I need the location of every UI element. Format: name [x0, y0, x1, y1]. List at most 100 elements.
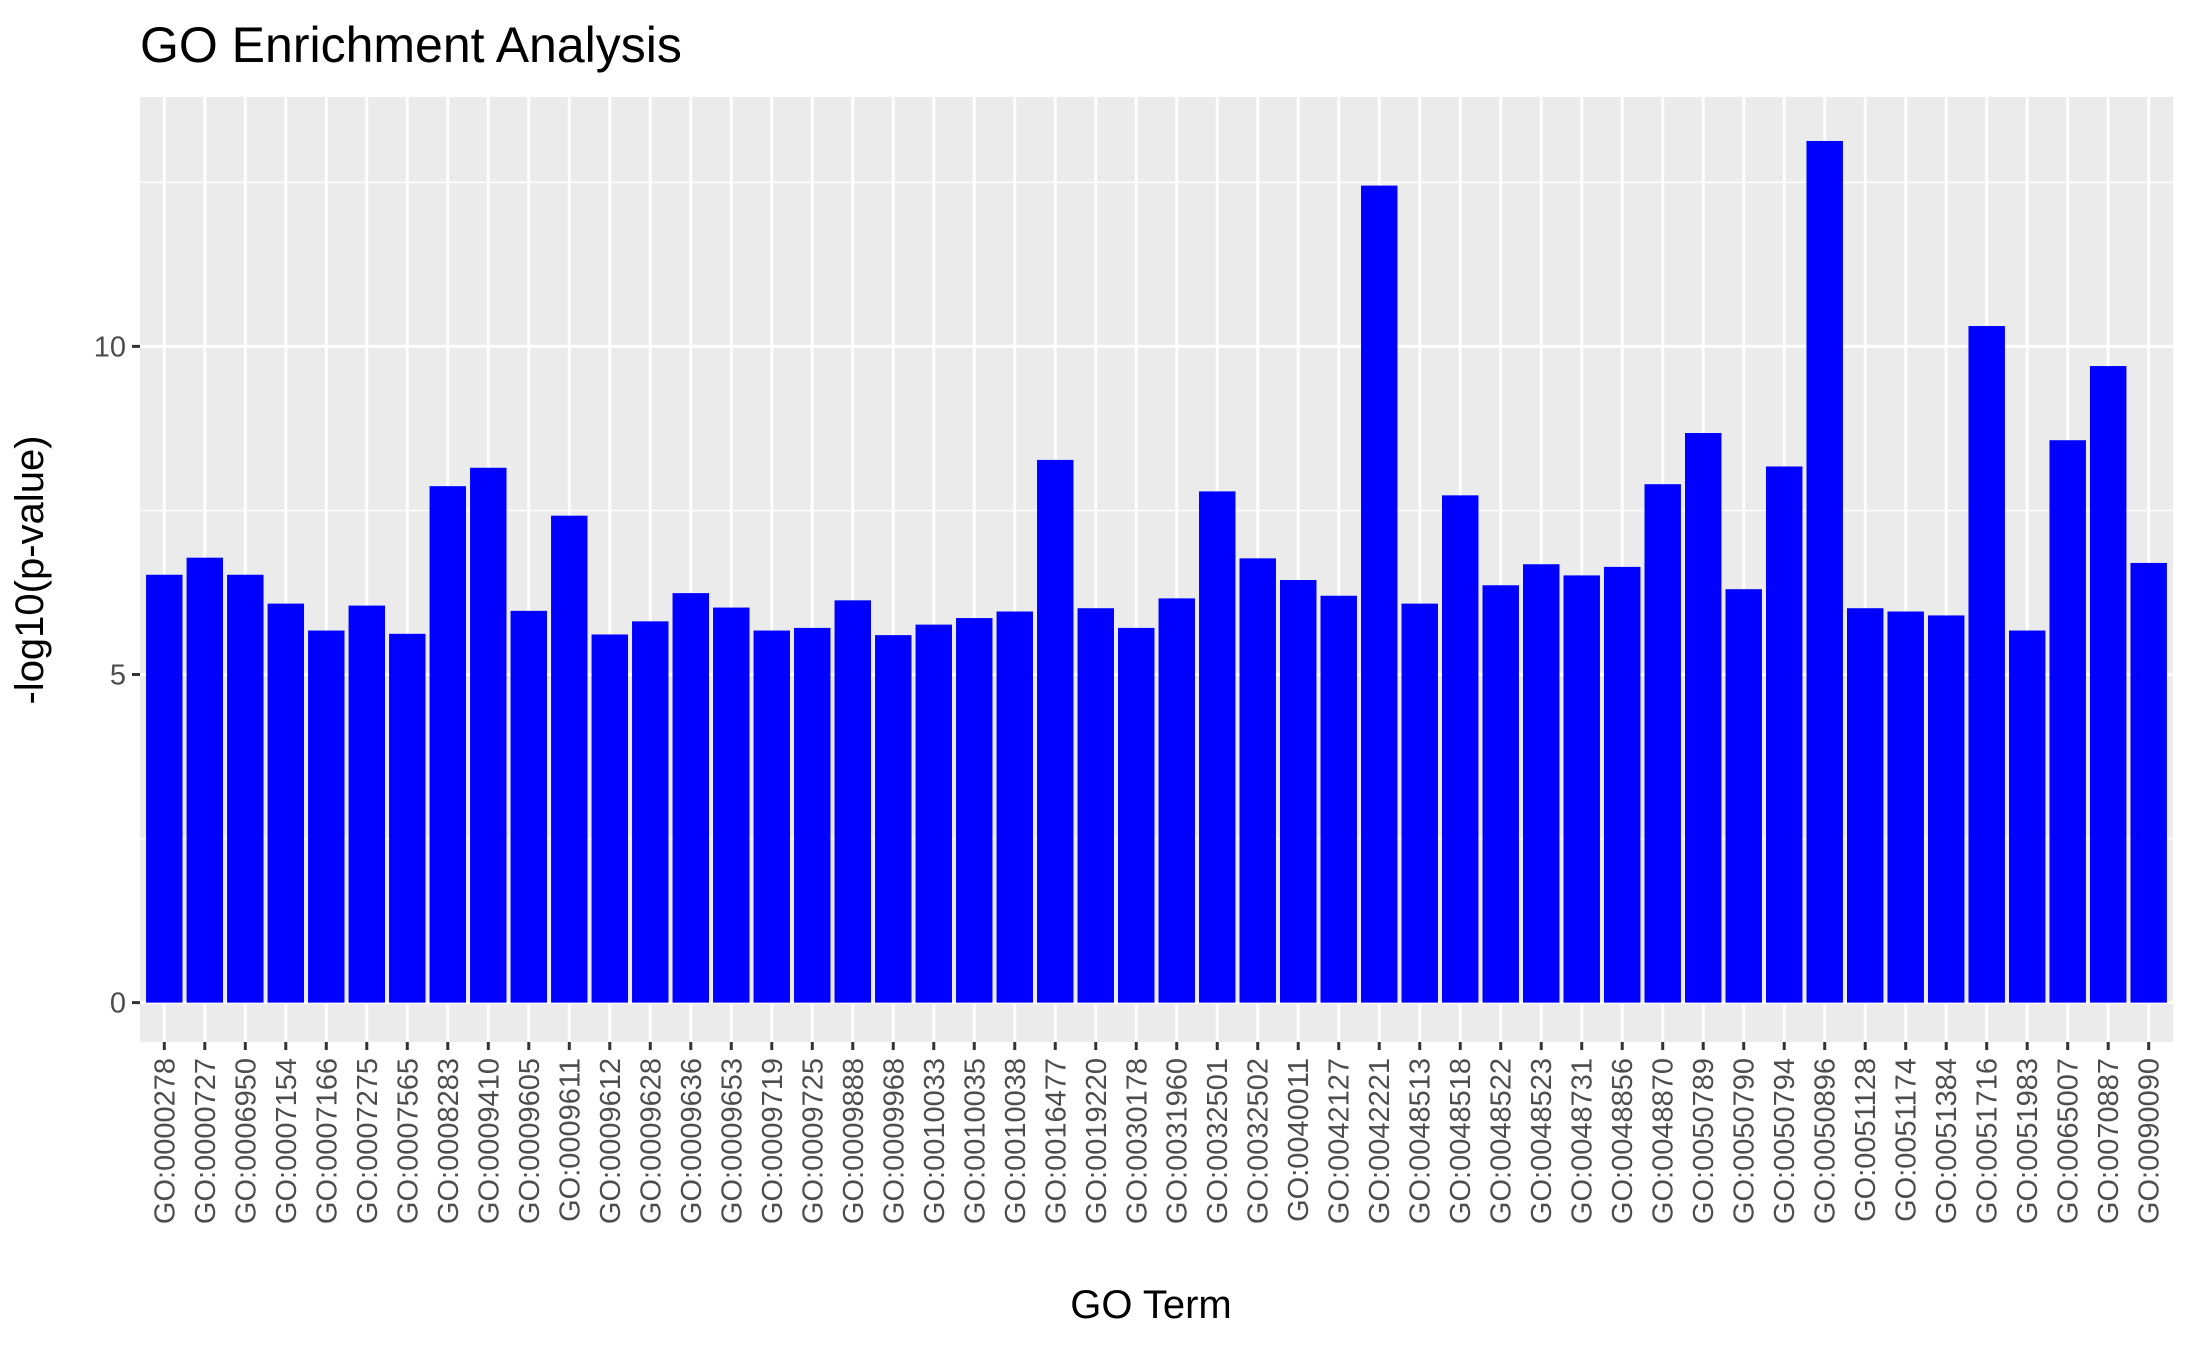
x-tick-label: GO:0009611: [554, 1058, 586, 1222]
x-tick-label: GO:0007275: [352, 1058, 384, 1224]
bars: [146, 140, 2167, 1003]
x-tick-label: GO:0007565: [392, 1058, 424, 1224]
x-tick-label: GO:0032501: [1202, 1058, 1234, 1224]
x-tick-label: GO:0070887: [2093, 1058, 2125, 1224]
x-tick-label: GO:0009719: [757, 1058, 789, 1224]
x-tick-label: GO:0009410: [473, 1058, 505, 1224]
x-tick-label: GO:0030178: [1121, 1058, 1153, 1224]
x-axis: GO:0000278 GO:0000727 GO:0006950 GO:0007154…: [149, 1042, 2166, 1224]
bar-GO:0009612: [591, 634, 629, 1003]
x-tick-label: GO:0048870: [1648, 1058, 1680, 1224]
bar-GO:0010033: [915, 624, 952, 1003]
y-tick-label: 5: [110, 660, 126, 692]
y-tick-label: 10: [94, 331, 126, 363]
x-tick-label: GO:0051716: [1972, 1058, 2004, 1224]
bar-GO:0050896: [1806, 140, 1843, 1003]
x-tick-label: GO:0051983: [2012, 1058, 2044, 1224]
bar-GO:0007565: [389, 633, 426, 1003]
bar-GO:0040011: [1280, 580, 1317, 1003]
bar-GO:0009653: [713, 607, 750, 1003]
bar-GO:0050789: [1684, 433, 1722, 1003]
bar-GO:0050794: [1765, 466, 1803, 1003]
x-tick-label: GO:0019220: [1081, 1058, 1113, 1224]
bar-GO:0009719: [753, 630, 790, 1003]
x-tick-label: GO:0050789: [1688, 1058, 1720, 1224]
bar-GO:0048523: [1523, 564, 1560, 1003]
x-tick-label: GO:0009612: [595, 1058, 627, 1224]
bar-GO:0009410: [470, 467, 507, 1003]
x-tick-label: GO:0048518: [1445, 1058, 1477, 1224]
x-tick-label: GO:0009888: [838, 1058, 870, 1224]
bar-GO:0019220: [1077, 608, 1114, 1003]
x-tick-label: GO:0009605: [514, 1058, 546, 1224]
x-tick-label: GO:0008283: [433, 1058, 465, 1224]
bar-GO:0009968: [875, 635, 912, 1003]
x-tick-label: GO:0009653: [716, 1058, 748, 1224]
bar-GO:0032502: [1239, 558, 1276, 1003]
x-tick-label: GO:0051384: [1931, 1058, 1963, 1224]
x-tick-label: GO:0048522: [1486, 1058, 1518, 1224]
x-tick-label: GO:0016477: [1040, 1058, 1072, 1224]
bar-GO:0048513: [1401, 603, 1438, 1003]
x-tick-label: GO:0090090: [2134, 1058, 2166, 1224]
bar-GO:0030178: [1118, 627, 1155, 1003]
bar-GO:0009628: [632, 621, 669, 1003]
x-tick-label: GO:0007154: [271, 1058, 303, 1224]
x-tick-label: GO:0048731: [1567, 1058, 1599, 1224]
bar-GO:0070887: [2089, 366, 2127, 1003]
x-tick-label: GO:0000727: [190, 1058, 222, 1224]
bar-GO:0051128: [1846, 608, 1884, 1003]
bar-GO:0006950: [227, 574, 264, 1003]
x-tick-label: GO:0007166: [311, 1058, 343, 1224]
bar-GO:0000278: [146, 574, 183, 1003]
x-tick-label: GO:0048513: [1405, 1058, 1437, 1224]
x-tick-label: GO:0050794: [1769, 1058, 1801, 1224]
bar-GO:0009605: [510, 610, 548, 1003]
x-tick-label: GO:0048856: [1607, 1058, 1639, 1224]
bar-GO:0016477: [1037, 459, 1074, 1003]
x-tick-label: GO:0042127: [1324, 1058, 1356, 1224]
x-tick-label: GO:0032502: [1243, 1058, 1275, 1224]
bar-GO:0000727: [186, 557, 224, 1003]
x-tick-label: GO:0042221: [1364, 1058, 1396, 1224]
bar-GO:0048856: [1604, 566, 1641, 1003]
x-tick-label: GO:0010033: [919, 1058, 951, 1224]
x-tick-label: GO:0006950: [230, 1058, 262, 1224]
bar-GO:0065007: [2049, 440, 2086, 1003]
x-tick-label: GO:0009725: [797, 1058, 829, 1224]
bar-GO:0031960: [1158, 598, 1195, 1003]
bar-GO:0048731: [1563, 575, 1600, 1003]
bar-GO:0042221: [1361, 185, 1398, 1003]
x-tick-label: GO:0010038: [1000, 1058, 1032, 1224]
x-tick-label: GO:0009628: [635, 1058, 667, 1224]
bar-GO:0010038: [996, 611, 1033, 1003]
bar-GO:0051384: [1927, 615, 1965, 1003]
bar-GO:0007275: [348, 605, 386, 1003]
bar-GO:0007154: [267, 603, 305, 1003]
x-tick-label: GO:0009636: [676, 1058, 708, 1224]
bar-GO:0009636: [672, 593, 709, 1003]
bar-GO:0048518: [1442, 495, 1479, 1003]
x-axis-title: GO Term: [1070, 1283, 1232, 1327]
x-tick-label: GO:0048523: [1526, 1058, 1558, 1224]
x-tick-label: GO:0050790: [1729, 1058, 1761, 1224]
bar-GO:0032501: [1199, 491, 1236, 1003]
bar-GO:0051716: [1968, 326, 2005, 1003]
bar-GO:0009725: [794, 627, 831, 1003]
bar-GO:0050790: [1725, 589, 1762, 1003]
x-tick-label: GO:0031960: [1162, 1058, 1194, 1224]
bar-GO:0007166: [308, 630, 345, 1003]
x-tick-label: GO:0050896: [1810, 1058, 1842, 1224]
bar-GO:0051174: [1887, 611, 1924, 1003]
bar-GO:0042127: [1320, 595, 1357, 1003]
bar-GO:0010035: [956, 618, 993, 1003]
x-tick-label: GO:0009968: [878, 1058, 910, 1224]
y-tick-label: 0: [110, 988, 126, 1020]
x-tick-label: GO:0051174: [1891, 1058, 1923, 1222]
y-axis: 0 5 10: [94, 331, 140, 1020]
x-tick-label: GO:0000278: [149, 1058, 181, 1224]
bar-GO:0008283: [429, 486, 467, 1003]
x-tick-label: GO:0065007: [2053, 1058, 2085, 1224]
x-tick-label: GO:0051128: [1850, 1058, 1882, 1222]
bar-GO:0009888: [834, 600, 871, 1003]
